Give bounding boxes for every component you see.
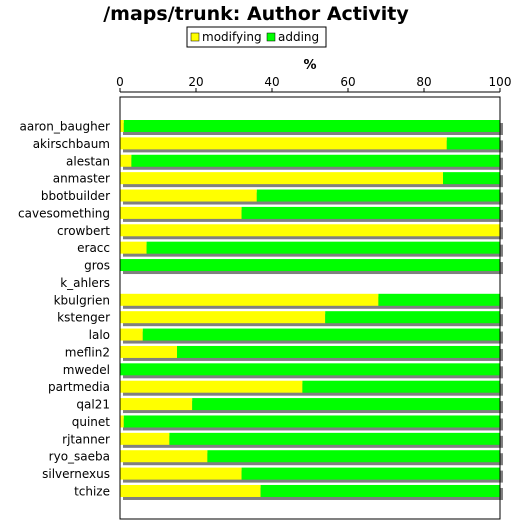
bar-adding (325, 311, 500, 324)
bar-modifying (120, 450, 208, 463)
category-label: partmedia (48, 380, 110, 394)
bar-adding (241, 467, 500, 480)
category-label: kstenger (57, 311, 110, 325)
x-axis-ticks: 0 20 40 60 80 100 (116, 75, 512, 93)
x-tick-label: 100 (489, 75, 512, 89)
bar-adding (169, 432, 500, 445)
bar-modifying (120, 224, 500, 237)
bar-modifying (120, 311, 326, 324)
bar-adding (302, 380, 500, 393)
x-tick-label: 60 (340, 75, 355, 89)
bar-adding (378, 293, 500, 306)
legend-swatch-adding (266, 32, 276, 42)
category-label: rjtanner (62, 432, 110, 446)
legend-label-adding: adding (278, 30, 319, 44)
category-label: aaron_baugher (20, 120, 111, 134)
category-label: ryo_saeba (49, 450, 110, 464)
category-label: bbotbuilder (41, 189, 110, 203)
x-tick-label: 0 (116, 75, 124, 89)
legend-box (186, 26, 327, 48)
bar-modifying (120, 154, 132, 167)
x-tick-label: 40 (264, 75, 279, 89)
bar-adding (207, 450, 500, 463)
bar-modifying (120, 328, 143, 341)
x-tick-label: 20 (188, 75, 203, 89)
bar-adding (146, 241, 500, 254)
category-label: akirschbaum (33, 137, 110, 151)
category-label: k_ahlers (60, 276, 110, 290)
category-label: tchize (74, 484, 110, 498)
bar-adding (177, 345, 500, 358)
bar-modifying (120, 172, 443, 185)
category-label: meflin2 (65, 345, 110, 359)
legend-label-modifying: modifying (202, 30, 262, 44)
category-label: qal21 (76, 398, 110, 412)
bar-adding (123, 415, 501, 428)
bar-adding (120, 363, 500, 376)
bar-modifying (120, 398, 193, 411)
bar-adding (142, 328, 501, 341)
bar-modifying (120, 415, 124, 428)
legend: modifying adding (186, 26, 327, 48)
category-label: mwedel (63, 363, 110, 377)
category-label: cavesomething (18, 206, 110, 220)
bar-modifying (120, 293, 379, 306)
bar-modifying (120, 137, 447, 150)
bar-adding (123, 120, 501, 132)
bar-adding (260, 484, 500, 497)
bar-adding (446, 137, 500, 150)
plot-area-frame (119, 96, 501, 520)
category-label: lalo (89, 328, 110, 342)
category-label: quinet (72, 415, 111, 429)
category-label: alestan (66, 154, 110, 168)
bar-modifying (120, 241, 147, 254)
bar-modifying (120, 206, 242, 219)
bar-adding (120, 259, 500, 272)
bar-modifying (120, 484, 261, 497)
bar-modifying (120, 380, 303, 393)
bar-adding (241, 206, 500, 219)
category-label: gros (84, 259, 110, 273)
bar-modifying (120, 467, 242, 480)
category-label: kbulgrien (54, 293, 110, 307)
bars (120, 120, 503, 500)
bar-modifying (120, 432, 170, 445)
bar-modifying (120, 120, 124, 132)
bar-adding (443, 172, 500, 185)
category-label: silvernexus (42, 467, 110, 481)
category-label: eracc (77, 241, 110, 255)
bar-modifying (120, 189, 257, 202)
category-labels: aaron_baugher akirschbaum alestan anmaster b… (18, 120, 110, 499)
bar-adding (256, 189, 500, 202)
chart-title: /maps/trunk: Author Activity (103, 3, 409, 25)
category-label: crowbert (57, 224, 110, 238)
x-tick-label: 80 (416, 75, 431, 89)
bar-modifying (120, 345, 177, 358)
category-label: anmaster (53, 172, 110, 186)
legend-swatch-modifying (190, 32, 200, 42)
x-axis-label: % (303, 58, 316, 73)
bar-adding (192, 398, 500, 411)
bar-adding (131, 154, 500, 167)
